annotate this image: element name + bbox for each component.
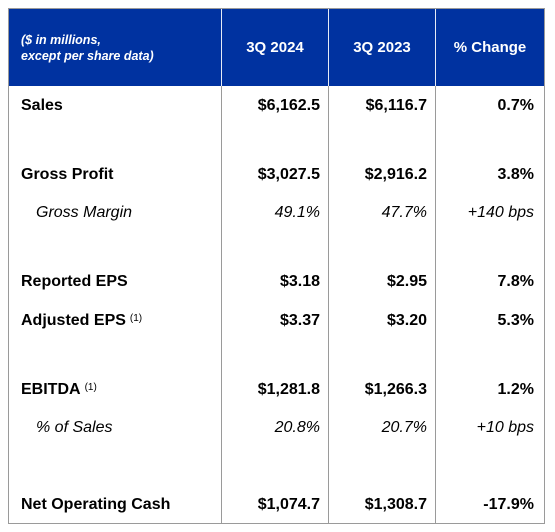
- value-3q-2024: 20.8%: [274, 419, 320, 436]
- row-label: EBITDA (1): [21, 375, 97, 405]
- row-label: Sales: [21, 97, 63, 114]
- table-row-percent-of-sales: % of Sales 20.8% 20.7% +10 bps: [9, 413, 544, 443]
- units-note: ($ in millions, except per share data): [21, 32, 154, 63]
- table-row-ebitda: EBITDA (1) $1,281.8 $1,266.3 1.2%: [9, 375, 544, 405]
- value-3q-2023: 20.7%: [381, 419, 427, 436]
- row-label: % of Sales: [36, 419, 113, 436]
- row-label: Net Operating Cash: [21, 496, 171, 513]
- value-3q-2023: 47.7%: [381, 204, 427, 221]
- value-percent-change: 5.3%: [497, 312, 534, 329]
- table-row-sales: Sales $6,162.5 $6,116.7 0.7%: [9, 91, 544, 121]
- column-header-3q-2023: 3Q 2023: [353, 39, 411, 56]
- value-percent-change: 1.2%: [497, 381, 534, 398]
- value-3q-2024: $3.18: [279, 273, 320, 290]
- table-row-net-operating-cash: Net Operating Cash $1,074.7 $1,308.7 -17…: [9, 490, 544, 520]
- row-label: Adjusted EPS (1): [21, 306, 142, 336]
- value-3q-2023: $2,916.2: [364, 166, 427, 183]
- row-label: Gross Profit: [21, 166, 114, 183]
- column-divider: [221, 86, 222, 523]
- value-percent-change: 3.8%: [497, 166, 534, 183]
- header-divider: [221, 9, 222, 86]
- footnote-marker: (1): [129, 312, 143, 324]
- value-3q-2024: $1,074.7: [257, 496, 320, 513]
- value-3q-2024: $6,162.5: [257, 97, 320, 114]
- financial-summary-table: ($ in millions, except per share data) 3…: [8, 8, 545, 524]
- column-divider: [328, 86, 329, 523]
- value-3q-2024: $1,281.8: [257, 381, 320, 398]
- value-percent-change: +140 bps: [467, 204, 534, 221]
- value-percent-change: 7.8%: [497, 273, 534, 290]
- value-3q-2023: $1,266.3: [364, 381, 427, 398]
- row-label: Gross Margin: [36, 204, 133, 221]
- row-label-text: Adjusted EPS: [21, 312, 126, 329]
- header-divider: [435, 9, 436, 86]
- value-3q-2023: $1,308.7: [364, 496, 427, 513]
- value-3q-2024: 49.1%: [274, 204, 320, 221]
- value-3q-2023: $3.20: [386, 312, 427, 329]
- table-row-gross-margin: Gross Margin 49.1% 47.7% +140 bps: [9, 198, 544, 228]
- table-header: ($ in millions, except per share data) 3…: [9, 9, 544, 86]
- table-row-reported-eps: Reported EPS $3.18 $2.95 7.8%: [9, 267, 544, 297]
- column-header-percent-change: % Change: [453, 39, 527, 56]
- row-label-text: EBITDA: [21, 381, 81, 398]
- footnote-marker: (1): [84, 381, 97, 393]
- value-3q-2024: $3,027.5: [257, 166, 320, 183]
- row-label: Reported EPS: [21, 273, 128, 290]
- value-percent-change: -17.9%: [483, 496, 534, 513]
- table-row-adjusted-eps: Adjusted EPS (1) $3.37 $3.20 5.3%: [9, 306, 544, 336]
- column-header-3q-2024: 3Q 2024: [246, 39, 304, 56]
- value-percent-change: 0.7%: [497, 97, 534, 114]
- table-row-gross-profit: Gross Profit $3,027.5 $2,916.2 3.8%: [9, 160, 544, 190]
- header-divider: [328, 9, 329, 86]
- value-3q-2023: $6,116.7: [365, 97, 427, 114]
- value-percent-change: +10 bps: [476, 419, 534, 436]
- value-3q-2023: $2.95: [386, 273, 427, 290]
- column-divider: [435, 86, 436, 523]
- value-3q-2024: $3.37: [279, 312, 320, 329]
